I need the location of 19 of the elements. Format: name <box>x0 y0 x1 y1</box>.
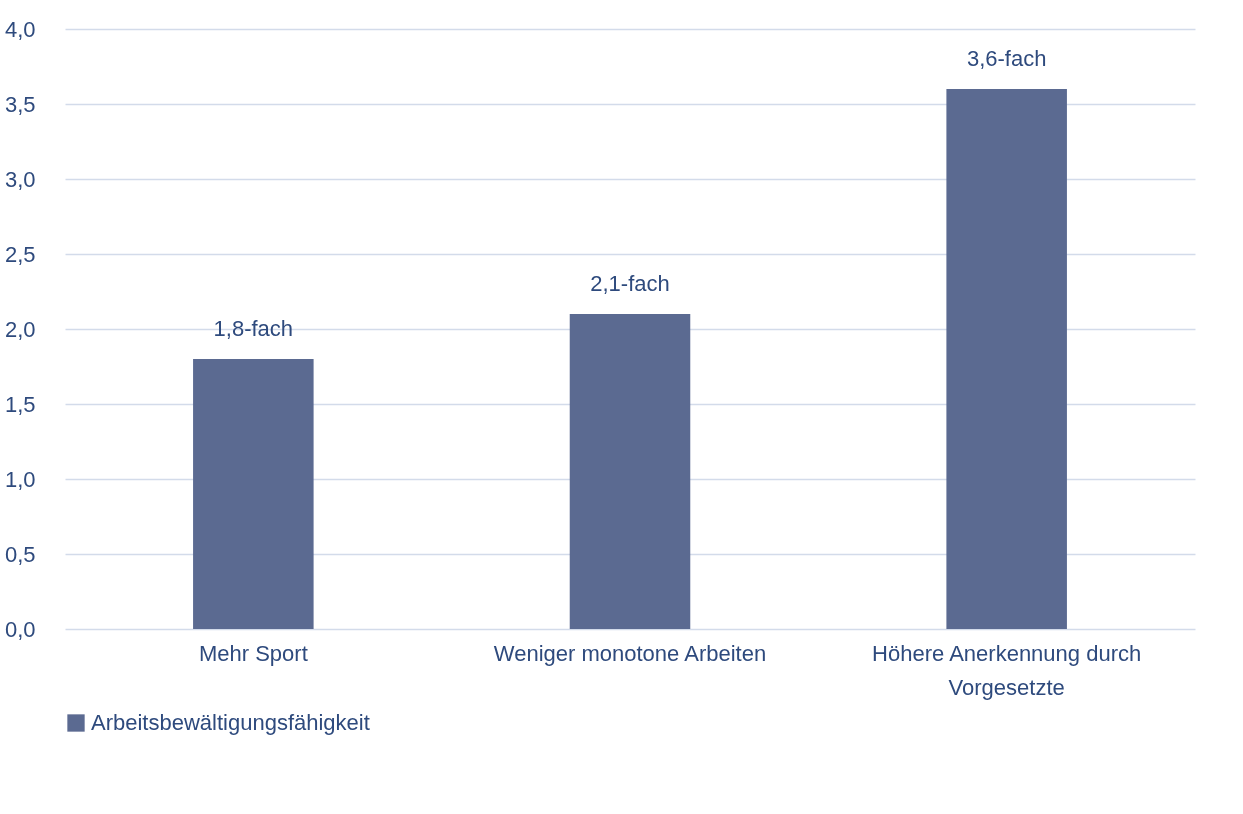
y-tick-label: 2,5 <box>4 241 36 267</box>
bar <box>193 359 314 629</box>
y-tick-label: 0,5 <box>4 541 36 567</box>
data-label: 3,6-fach <box>966 46 1047 71</box>
x-tick-label: Höhere Anerkennung durch Vorgesetzte <box>872 640 1142 700</box>
y-tick-label: 4,0 <box>4 16 36 42</box>
y-tick-label: 1,0 <box>4 466 36 492</box>
y-tick-label: 1,5 <box>4 391 36 417</box>
data-label: 2,1-fach <box>590 271 670 296</box>
x-tick-label: Mehr Sport <box>198 640 308 666</box>
y-tick-label: 3,0 <box>4 166 36 192</box>
x-tick-label: Weniger monotone Arbeiten <box>493 640 767 666</box>
y-tick-label: 3,5 <box>4 91 36 117</box>
bar <box>946 89 1067 629</box>
legend-label: Arbeitsbewältigungsfähigkeit <box>91 710 370 735</box>
y-tick-label: 0,0 <box>4 616 36 642</box>
y-tick-label: 2,0 <box>4 316 36 342</box>
bar <box>569 314 691 629</box>
data-label: 1,8-fach <box>213 316 294 341</box>
